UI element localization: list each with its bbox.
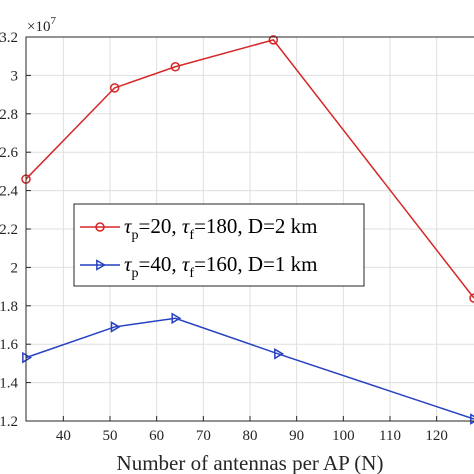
data-point	[274, 347, 284, 360]
data-point	[109, 83, 120, 93]
legend-tau-f: τ	[182, 252, 191, 276]
y-tick-label: 2.6	[0, 145, 19, 161]
legend-tau-p-sub: p	[132, 228, 139, 243]
legend-box	[73, 203, 365, 287]
x-tick-label: 50	[103, 428, 118, 444]
x-axis-label: Number of antennas per AP (N)	[117, 451, 384, 474]
data-point	[469, 293, 474, 303]
x-tick-label: 100	[332, 428, 355, 444]
x-tick-label: 110	[379, 428, 401, 444]
y-exponent-base: ×10	[27, 19, 50, 35]
x-tick-label: 40	[56, 428, 71, 444]
y-tick-label: 1.6	[0, 337, 19, 353]
y-tick-label: 3.2	[0, 30, 18, 46]
y-tick-label: 1.8	[0, 299, 18, 315]
legend-tau-p-value: =20,	[139, 214, 182, 238]
x-tick-label: 80	[243, 428, 258, 444]
y-tick-label: 2	[11, 260, 19, 276]
legend-tau-f-sub: f	[189, 228, 194, 243]
x-tick-label: 70	[196, 428, 211, 444]
legend-tau-p-sub: p	[132, 266, 139, 281]
series-line	[25, 39, 474, 299]
data-point	[22, 351, 32, 364]
legend-label-series-2: τp=40, τf=160, D=1 km	[124, 252, 318, 281]
data-point	[268, 35, 279, 45]
legend-label-series-1: τp=20, τf=180, D=2 km	[124, 214, 318, 243]
y-exponent-label: ×107	[27, 15, 56, 35]
series-line	[25, 317, 474, 420]
legend-marker-series-1	[95, 222, 105, 232]
legend-tau-p: τ	[124, 214, 133, 238]
y-tick-label: 1.2	[0, 414, 18, 430]
data-point	[470, 413, 474, 425]
x-tick-label: 60	[149, 428, 164, 444]
legend-tau-f-value: =180, D=2 km	[194, 214, 317, 238]
legend-tau-f-sub: f	[189, 266, 194, 281]
legend-tau-p-value: =40,	[139, 252, 182, 276]
data-point	[170, 62, 181, 72]
series-group	[21, 35, 474, 425]
ticks: 40 50 60 70 80 90 100 110 120 1.2 1.4 1.6 1.8 2 2.2 2.4…	[0, 30, 448, 444]
legend-entry-series-2: τp=40, τf=160, D=1 km	[80, 252, 318, 281]
legend-tau-f: τ	[182, 214, 191, 238]
data-point	[171, 312, 182, 325]
x-tick-label: 120	[425, 428, 448, 444]
y-tick-label: 2.4	[0, 184, 19, 200]
legend-marker-series-2	[96, 259, 106, 271]
y-exponent-power: 7	[50, 15, 56, 27]
y-tick-label: 2.8	[0, 107, 18, 123]
y-tick-label: 1.4	[0, 376, 19, 392]
legend-entry-series-1: τp=20, τf=180, D=2 km	[80, 214, 318, 243]
x-tick-label: 90	[289, 428, 304, 444]
series-2	[22, 312, 474, 425]
y-tick-label: 3	[11, 68, 19, 84]
y-tick-label: 2.2	[0, 222, 18, 238]
data-point	[110, 321, 121, 333]
legend-tau-f-value: =160, D=1 km	[194, 252, 317, 276]
legend-tau-p: τ	[124, 252, 133, 276]
legend: τp=20, τf=180, D=2 km τp=40, τf=160, D=1…	[73, 203, 365, 287]
